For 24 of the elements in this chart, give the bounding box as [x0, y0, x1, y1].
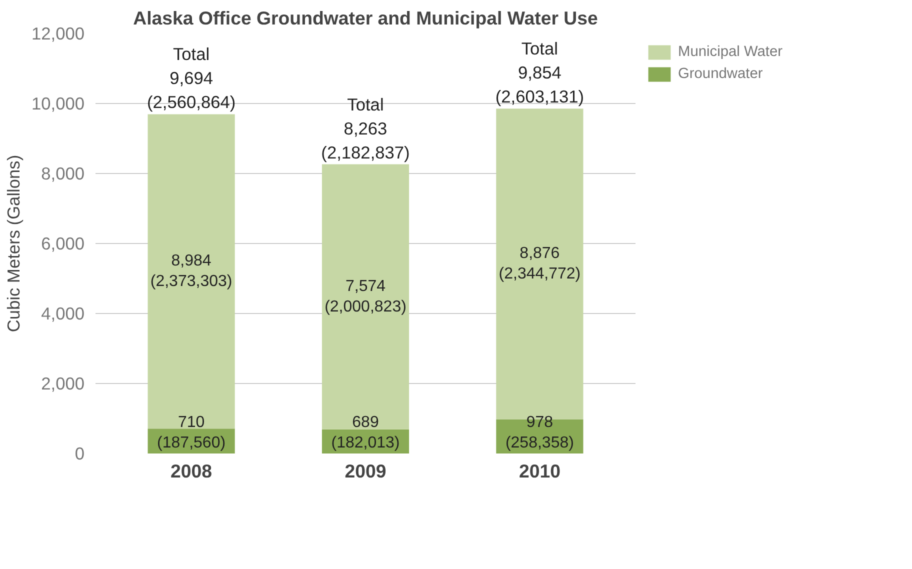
- y-tick-label: 8,000: [41, 164, 85, 184]
- data-label: 8,984 (2,373,303): [150, 252, 232, 290]
- total-label: Total 8,263 (2,182,837): [321, 94, 410, 162]
- x-tick-label: 2009: [344, 460, 386, 482]
- data-label: 8,876 (2,344,772): [498, 245, 581, 283]
- y-tick-label: 12,000: [32, 24, 84, 44]
- legend-label: Groundwater: [678, 66, 763, 82]
- y-tick-label: 0: [74, 444, 85, 464]
- bar: [322, 164, 410, 430]
- y-tick-label: 2,000: [41, 374, 85, 394]
- y-axis-title: Cubic Meters (Gallons): [4, 154, 24, 332]
- x-tick-label: 2008: [170, 460, 212, 482]
- data-label: 7,574 (2,000,823): [324, 278, 406, 316]
- total-label: Total 9,854 (2,603,131): [495, 38, 584, 107]
- x-tick-label: 2010: [518, 460, 560, 482]
- y-tick-label: 6,000: [41, 234, 85, 254]
- chart-title: Alaska Office Groundwater and Municipal Water Use: [133, 8, 598, 28]
- data-label: 689 (182,013): [331, 414, 400, 452]
- data-label: 710 (187,560): [157, 414, 226, 452]
- legend-label: Municipal Water: [678, 44, 783, 60]
- y-tick-label: 10,000: [32, 94, 84, 114]
- total-label: Total 9,694 (2,560,864): [146, 44, 236, 112]
- bar: [148, 114, 235, 429]
- y-tick-label: 4,000: [41, 304, 85, 324]
